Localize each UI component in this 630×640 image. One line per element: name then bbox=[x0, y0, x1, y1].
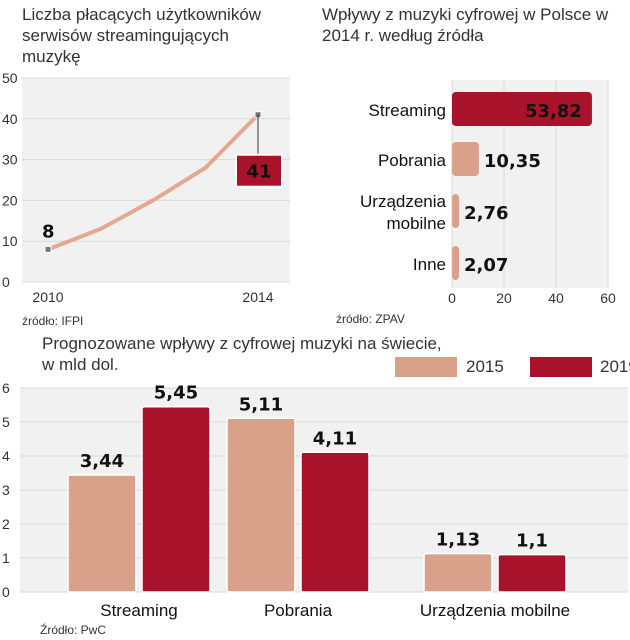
chart3-y-tick: 1 bbox=[2, 550, 10, 566]
chart1-label-first: 8 bbox=[42, 221, 55, 242]
chart3-bar-2015 bbox=[67, 474, 137, 593]
chart1-source: źródło: IFPI bbox=[22, 314, 84, 328]
chart1-y-tick: 30 bbox=[2, 152, 18, 168]
chart1-label-box bbox=[235, 153, 283, 188]
chart3-bar-2015 bbox=[423, 552, 493, 593]
chart2-bar bbox=[452, 246, 459, 280]
chart1-y-tick: 10 bbox=[2, 233, 18, 249]
chart3-value-label: 1,13 bbox=[436, 530, 480, 551]
chart1-title: Liczba płacących użytkowników serwisów s… bbox=[22, 5, 262, 66]
chart2-value-label: 10,35 bbox=[484, 151, 541, 172]
chart3-value-label: 4,11 bbox=[313, 428, 357, 449]
chart3-value-label: 1,1 bbox=[516, 531, 548, 552]
chart3-title: Prognozowane wpływy z cyfrowej muzyki na… bbox=[42, 334, 442, 353]
chart2-x-tick: 20 bbox=[496, 290, 512, 306]
chart3-y-tick: 2 bbox=[2, 516, 10, 532]
chart3-bar-2015 bbox=[226, 417, 296, 593]
chart2-category-label: Inne bbox=[413, 255, 446, 274]
chart3-value-label: 5,45 bbox=[154, 383, 198, 404]
legend-swatch-2015 bbox=[395, 357, 457, 377]
chart2-x-tick: 60 bbox=[600, 290, 616, 306]
chart2-category-label: Streaming bbox=[369, 101, 446, 120]
chart3-value-label: 5,11 bbox=[239, 394, 283, 415]
chart1-x-tick: 2010 bbox=[32, 289, 63, 305]
chart2-value-label: 53,82 bbox=[525, 101, 582, 122]
chart1-y-tick: 50 bbox=[2, 70, 18, 86]
chart2-title: Wpływy z muzyki cyfrowej w Polsce w 2014… bbox=[322, 5, 609, 45]
chart3-category-label: Urządzenia mobilne bbox=[420, 601, 570, 620]
chart3-category-label: Streaming bbox=[100, 601, 177, 620]
chart3-y-tick: 5 bbox=[2, 414, 10, 430]
chart1-y-tick: 20 bbox=[2, 192, 18, 208]
chart2-category-label: Pobrania bbox=[378, 151, 447, 170]
chart1-svg: 0 10 20 30 40 50 8 41 2010 2014 bbox=[2, 70, 290, 305]
legend-label-2019: 2019 bbox=[600, 357, 630, 376]
chart3-bar-2019 bbox=[497, 553, 567, 593]
chart2-category-label: mobilne bbox=[386, 214, 446, 233]
chart2-bar bbox=[452, 92, 592, 126]
chart1-point-marker bbox=[44, 245, 52, 253]
chart3-y-tick: 0 bbox=[2, 584, 10, 600]
legend-label-2015: 2015 bbox=[466, 357, 504, 376]
chart3-bar-2019 bbox=[300, 451, 370, 593]
legend-swatch-2019 bbox=[530, 357, 592, 377]
chart1-series-line bbox=[47, 113, 260, 252]
chart1-y-tick: 0 bbox=[2, 274, 10, 290]
chart2-category-label: Urządzenia bbox=[360, 192, 447, 211]
chart2-bar bbox=[452, 142, 479, 176]
chart2-value-label: 2,76 bbox=[464, 203, 508, 224]
chart2-x-tick: 40 bbox=[548, 290, 564, 306]
chart3-y-tick: 4 bbox=[2, 448, 10, 464]
chart2-svg: 0 20 40 60 53,82 Streaming 10,35 Pobrania 2,76 Ur… bbox=[360, 80, 616, 306]
chart2-value-label: 2,07 bbox=[464, 255, 508, 276]
chart2-source: źródło: ZPAV bbox=[336, 312, 405, 326]
chart3-value-label: 3,44 bbox=[80, 451, 124, 472]
chart3-subtitle: w mld dol. bbox=[42, 355, 119, 374]
chart1-x-tick: 2014 bbox=[242, 289, 273, 305]
chart2-bar bbox=[452, 194, 460, 228]
chart3-y-tick: 3 bbox=[2, 482, 10, 498]
chart1-y-tick: 40 bbox=[2, 111, 18, 127]
chart2-x-tick: 0 bbox=[448, 290, 456, 306]
chart1-label-last: 41 bbox=[246, 162, 271, 183]
chart3-y-tick: 6 bbox=[2, 380, 10, 396]
chart3-bar-2019 bbox=[141, 405, 211, 593]
chart3-source: Źródło: PwC bbox=[40, 623, 107, 637]
chart3-category-label: Pobrania bbox=[264, 601, 333, 620]
